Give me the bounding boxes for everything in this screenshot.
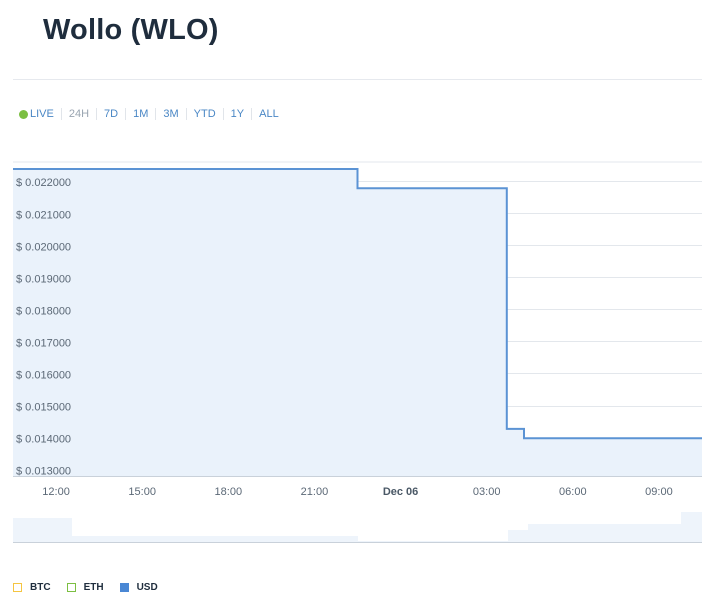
x-tick-label: 03:00: [473, 486, 501, 498]
legend-label-usd: USD: [136, 582, 158, 593]
y-tick-label: $ 0.022000: [16, 177, 71, 189]
range-navigator[interactable]: [13, 512, 702, 543]
navigator-series: [13, 512, 702, 542]
title-divider: [13, 79, 702, 80]
x-tick-label: 06:00: [559, 486, 587, 498]
legend-label-eth: ETH: [83, 582, 104, 593]
x-tick-label: Dec 06: [383, 486, 418, 498]
price-area-fill: [13, 169, 702, 476]
x-tick-label: 21:00: [301, 486, 329, 498]
range-live-button[interactable]: LIVE: [30, 108, 54, 120]
y-tick-label: $ 0.017000: [16, 337, 71, 349]
y-tick-label: $ 0.019000: [16, 273, 71, 285]
legend-item-btc[interactable]: BTC: [13, 582, 51, 593]
legend-item-usd[interactable]: USD: [119, 582, 158, 593]
y-tick-label: $ 0.018000: [16, 305, 71, 317]
x-tick-label: 12:00: [42, 486, 70, 498]
price-area: [13, 168, 702, 476]
range-7d-button[interactable]: 7D: [96, 108, 125, 120]
currency-legend: BTC ETH USD: [13, 582, 174, 593]
range-1m-button[interactable]: 1M: [125, 108, 155, 120]
x-tick-label: 09:00: [645, 486, 673, 498]
range-all-button[interactable]: ALL: [251, 108, 286, 120]
y-tick-label: $ 0.021000: [16, 209, 71, 221]
y-tick-label: $ 0.014000: [16, 434, 71, 446]
range-1y-button[interactable]: 1Y: [222, 108, 251, 120]
range-selector: LIVE 24H 7D 1M 3M YTD 1Y ALL: [19, 108, 286, 120]
price-chart[interactable]: $ 0.013000 $ 0.014000 $ 0.015000 $ 0.016000…: [0, 0, 716, 560]
range-24h-button[interactable]: 24H: [60, 108, 96, 120]
x-tick-label: 18:00: [215, 486, 243, 498]
y-tick-label: $ 0.016000: [16, 369, 71, 381]
y-axis-ticks: $ 0.013000 $ 0.014000 $ 0.015000 $ 0.016000…: [16, 177, 71, 477]
legend-label-btc: BTC: [30, 582, 51, 593]
x-axis-ticks: 12:00 15:00 18:00 21:00 Dec 06 03:00 06:00 09:0…: [42, 486, 672, 498]
y-tick-label: $ 0.020000: [16, 241, 71, 253]
eth-swatch-icon: [66, 583, 76, 592]
range-ytd-button[interactable]: YTD: [185, 108, 223, 120]
btc-swatch-icon: [13, 583, 22, 592]
y-tick-label: $ 0.015000: [16, 402, 71, 414]
y-tick-label: $ 0.013000: [16, 466, 71, 478]
legend-item-eth[interactable]: ETH: [66, 582, 104, 593]
live-indicator-icon: [19, 109, 28, 119]
range-3m-button[interactable]: 3M: [155, 108, 185, 120]
price-line-usd: [13, 168, 702, 440]
x-tick-label: 15:00: [128, 486, 156, 498]
page-title: Wollo (WLO): [43, 14, 219, 46]
usd-swatch-icon: [119, 583, 129, 592]
